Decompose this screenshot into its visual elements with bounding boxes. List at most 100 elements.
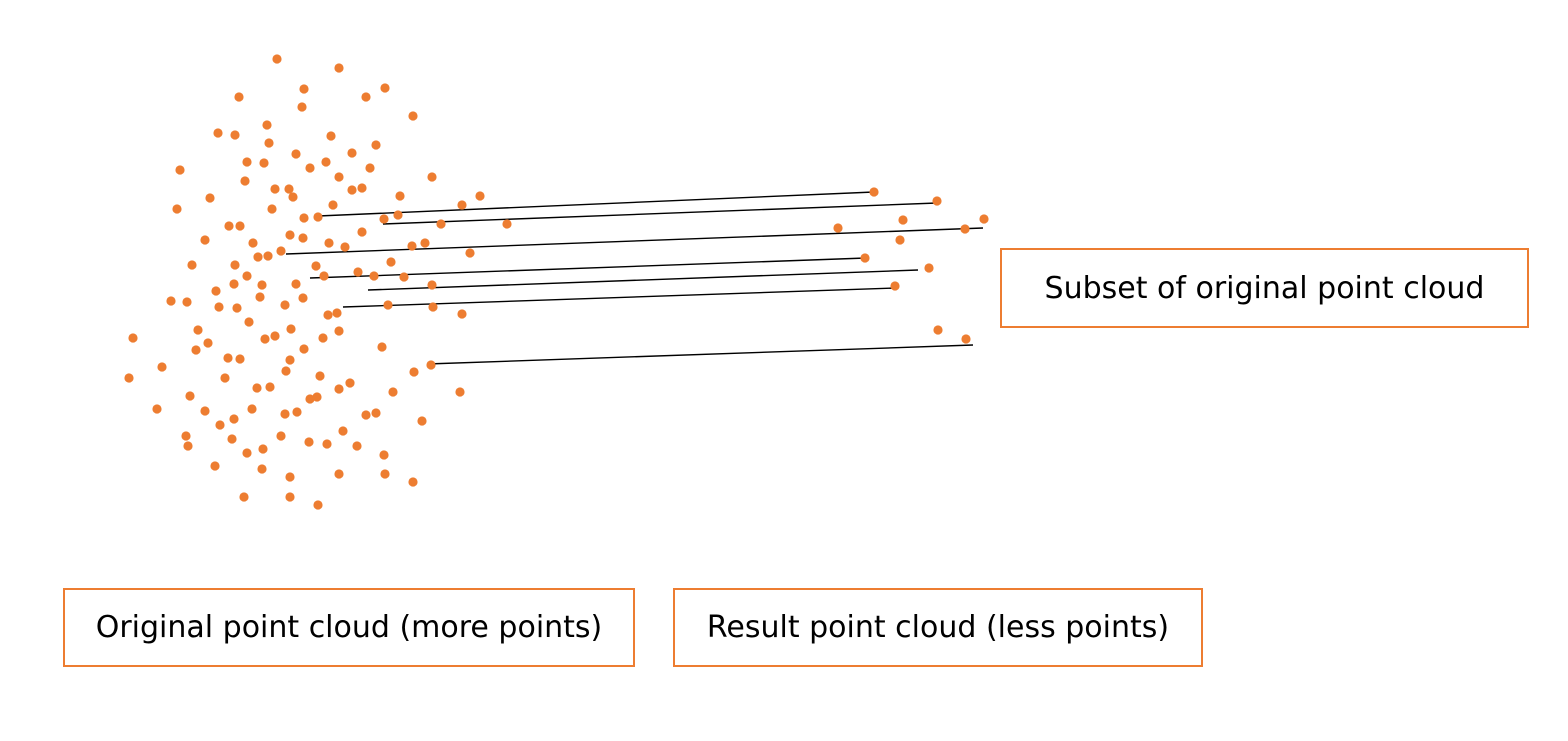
original-point: [259, 158, 269, 168]
original-point: [334, 469, 344, 479]
original-point: [280, 300, 290, 310]
original-point: [426, 360, 436, 370]
original-point: [315, 371, 325, 381]
original-point: [369, 271, 379, 281]
original-point: [357, 183, 367, 193]
original-point: [264, 138, 274, 148]
original-point: [215, 420, 225, 430]
original-point: [408, 477, 418, 487]
original-point: [357, 227, 367, 237]
original-point: [205, 193, 215, 203]
original-point: [353, 267, 363, 277]
original-point: [182, 297, 192, 307]
original-point: [285, 492, 295, 502]
original-point: [157, 362, 167, 372]
original-point: [347, 185, 357, 195]
original-point: [258, 444, 268, 454]
original-point: [298, 233, 308, 243]
original-point: [298, 293, 308, 303]
original-point: [334, 326, 344, 336]
correspondence-line: [342, 287, 897, 308]
original-point: [380, 469, 390, 479]
original-point: [377, 342, 387, 352]
original-point: [328, 200, 338, 210]
correspondence-line: [317, 191, 875, 217]
original-point: [334, 172, 344, 182]
original-point: [347, 148, 357, 158]
original-point: [185, 391, 195, 401]
original-point: [213, 128, 223, 138]
original-point: [318, 333, 328, 343]
original-point: [270, 184, 280, 194]
original-point: [417, 416, 427, 426]
original-point: [252, 383, 262, 393]
original-point: [211, 286, 221, 296]
original-point: [427, 172, 437, 182]
original-point: [166, 296, 176, 306]
original-point: [399, 272, 409, 282]
original-point: [340, 242, 350, 252]
original-point: [338, 426, 348, 436]
original-point: [365, 163, 375, 173]
original-point: [172, 204, 182, 214]
original-point: [285, 355, 295, 365]
original-point: [191, 345, 201, 355]
original-point: [181, 431, 191, 441]
original-point: [232, 303, 242, 313]
original-point: [260, 334, 270, 344]
original-point: [285, 472, 295, 482]
original-point: [332, 308, 342, 318]
original-point: [299, 84, 309, 94]
original-point: [323, 310, 333, 320]
original-point: [276, 246, 286, 256]
original-point: [475, 191, 485, 201]
original-point: [408, 111, 418, 121]
original-point: [292, 407, 302, 417]
original-point: [210, 461, 220, 471]
original-point: [345, 378, 355, 388]
original-point: [305, 163, 315, 173]
original-point: [313, 500, 323, 510]
original-point: [311, 261, 321, 271]
original-point: [388, 387, 398, 397]
original-point: [313, 212, 323, 222]
original-point: [324, 238, 334, 248]
original-point: [409, 367, 419, 377]
original-point: [224, 221, 234, 231]
original-point: [229, 279, 239, 289]
original-point: [371, 408, 381, 418]
original-point: [200, 235, 210, 245]
original-point: [455, 387, 465, 397]
original-point: [436, 219, 446, 229]
original-point: [242, 448, 252, 458]
original-point: [299, 213, 309, 223]
original-point: [253, 252, 263, 262]
result-point: [979, 214, 989, 224]
original-point: [214, 302, 224, 312]
original-point: [240, 176, 250, 186]
original-point: [183, 441, 193, 451]
result-point: [895, 235, 905, 245]
original-point: [235, 354, 245, 364]
correspondence-line: [285, 227, 984, 255]
original-point: [502, 219, 512, 229]
original-point: [263, 251, 273, 261]
correspondence-lines: [285, 191, 984, 365]
original-point: [321, 157, 331, 167]
original-point: [312, 392, 322, 402]
original-point: [291, 149, 301, 159]
original-point: [257, 464, 267, 474]
result-point: [898, 215, 908, 225]
original-point: [407, 241, 417, 251]
original-point: [380, 83, 390, 93]
original-point-cloud: [124, 54, 512, 510]
original-point: [427, 280, 437, 290]
original-point: [304, 437, 314, 447]
original-point: [352, 441, 362, 451]
original-point: [379, 214, 389, 224]
original-point: [393, 210, 403, 220]
original-point: [286, 324, 296, 334]
original-point: [223, 353, 233, 363]
original-point: [187, 260, 197, 270]
